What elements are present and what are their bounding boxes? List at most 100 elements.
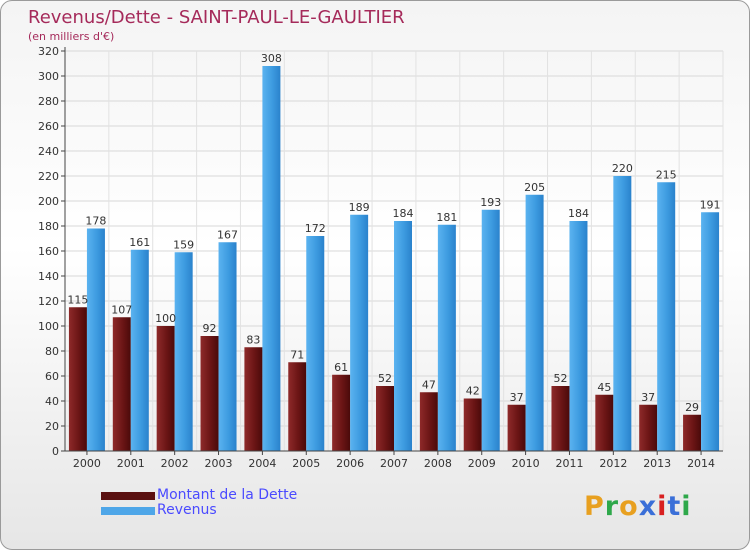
- data-label-dette: 115: [67, 293, 88, 306]
- x-tick-label: 2009: [468, 457, 496, 470]
- data-labels: 115 178 107 161 100 159 92 167 83 308 71 172 61 189 52…: [67, 52, 720, 414]
- bar-dette: [551, 386, 570, 451]
- data-label-dette: 37: [641, 391, 655, 404]
- y-tick-label: 200: [38, 195, 59, 208]
- logo-letter: i: [657, 491, 668, 522]
- legend-label-revenus: Revenus: [157, 502, 217, 518]
- bar-revenus: [130, 249, 149, 451]
- data-label-dette: 37: [510, 391, 524, 404]
- data-label-dette: 42: [466, 385, 480, 398]
- y-tick-label: 100: [38, 320, 59, 333]
- y-tick-label: 300: [38, 70, 59, 83]
- x-tick-label: 2008: [424, 457, 452, 470]
- y-tick-label: 320: [38, 45, 59, 58]
- bar-revenus: [306, 236, 325, 451]
- y-tick-label: 60: [45, 370, 59, 383]
- x-tick-label: 2002: [161, 457, 189, 470]
- y-tick-label: 40: [45, 395, 59, 408]
- x-tick-label: 2014: [687, 457, 715, 470]
- y-tick-label: 140: [38, 270, 59, 283]
- y-tick-label: 160: [38, 245, 59, 258]
- data-label-revenus: 205: [524, 181, 545, 194]
- data-label-dette: 52: [378, 372, 392, 385]
- axes: 0 20 40 60 80 100 120 140 160 180 200 220 240 260 280 3…: [38, 45, 723, 470]
- data-label-revenus: 178: [85, 215, 106, 228]
- bars: [68, 66, 720, 451]
- data-label-revenus: 220: [612, 162, 633, 175]
- data-label-dette: 47: [422, 378, 436, 391]
- logo-letter: r: [604, 491, 620, 522]
- x-tick-label: 2010: [512, 457, 540, 470]
- y-tick-label: 180: [38, 220, 59, 233]
- bar-dette: [419, 392, 438, 451]
- bar-dette: [332, 374, 351, 451]
- data-label-revenus: 191: [700, 198, 721, 211]
- bar-dette: [288, 362, 307, 451]
- chart-subtitle: (en milliers d'€): [28, 30, 115, 43]
- data-label-revenus: 181: [436, 211, 457, 224]
- x-tick-label: 2005: [292, 457, 320, 470]
- y-tick-label: 220: [38, 170, 59, 183]
- x-tick-label: 2003: [205, 457, 233, 470]
- bar-dette: [200, 336, 219, 451]
- bar-revenus: [657, 182, 676, 451]
- data-label-dette: 92: [203, 322, 217, 335]
- legend-swatch-revenus: [101, 507, 155, 515]
- data-label-revenus: 184: [568, 207, 589, 220]
- bar-revenus: [701, 212, 720, 451]
- data-label-revenus: 215: [656, 168, 677, 181]
- y-tick-label: 80: [45, 345, 59, 358]
- x-tick-label: 2000: [73, 457, 101, 470]
- bar-dette: [68, 307, 87, 451]
- x-tick-label: 2011: [555, 457, 583, 470]
- y-tick-label: 260: [38, 120, 59, 133]
- logo-letter: o: [619, 491, 639, 522]
- bar-revenus: [394, 221, 412, 451]
- x-tick-label: 2004: [248, 457, 276, 470]
- logo-letter: t: [667, 491, 682, 522]
- bar-revenus: [174, 252, 193, 451]
- logo-letter: P: [584, 491, 605, 522]
- y-tick-label: 280: [38, 95, 59, 108]
- logo-letter: i: [681, 491, 692, 522]
- bar-revenus: [350, 214, 369, 451]
- data-label-revenus: 189: [349, 201, 370, 214]
- bar-dette: [112, 317, 131, 451]
- data-label-dette: 83: [246, 333, 260, 346]
- data-label-revenus: 159: [173, 238, 194, 251]
- data-label-revenus: 193: [480, 196, 501, 209]
- y-tick-label: 120: [38, 295, 59, 308]
- data-label-revenus: 161: [129, 236, 150, 249]
- data-label-dette: 29: [685, 401, 699, 414]
- bar-dette: [683, 414, 702, 451]
- bar-revenus: [437, 224, 456, 451]
- data-label-revenus: 172: [305, 222, 326, 235]
- x-tick-label: 2012: [599, 457, 627, 470]
- bar-dette: [156, 326, 175, 451]
- data-label-dette: 52: [553, 372, 567, 385]
- data-label-revenus: 167: [217, 228, 238, 241]
- data-label-revenus: 184: [393, 207, 414, 220]
- x-tick-label: 2001: [117, 457, 145, 470]
- bar-dette: [463, 398, 482, 451]
- x-tick-label: 2013: [643, 457, 671, 470]
- bar-revenus: [481, 209, 500, 451]
- data-label-dette: 107: [111, 303, 132, 316]
- y-tick-label: 0: [52, 445, 59, 458]
- x-tick-label: 2007: [380, 457, 408, 470]
- y-tick-label: 240: [38, 145, 59, 158]
- bar-dette: [244, 347, 263, 451]
- bar-revenus: [525, 194, 544, 451]
- data-label-dette: 71: [290, 348, 304, 361]
- bar-revenus: [569, 221, 588, 451]
- data-label-dette: 61: [334, 361, 348, 374]
- bar-revenus: [218, 242, 237, 451]
- logo-letter: x: [638, 491, 658, 522]
- chart-title: Revenus/Dette - SAINT-PAUL-LE-GAULTIER: [28, 7, 405, 28]
- bar-revenus: [613, 176, 632, 451]
- data-label-dette: 100: [155, 312, 176, 325]
- bar-revenus: [262, 66, 281, 451]
- bar-dette: [507, 404, 526, 451]
